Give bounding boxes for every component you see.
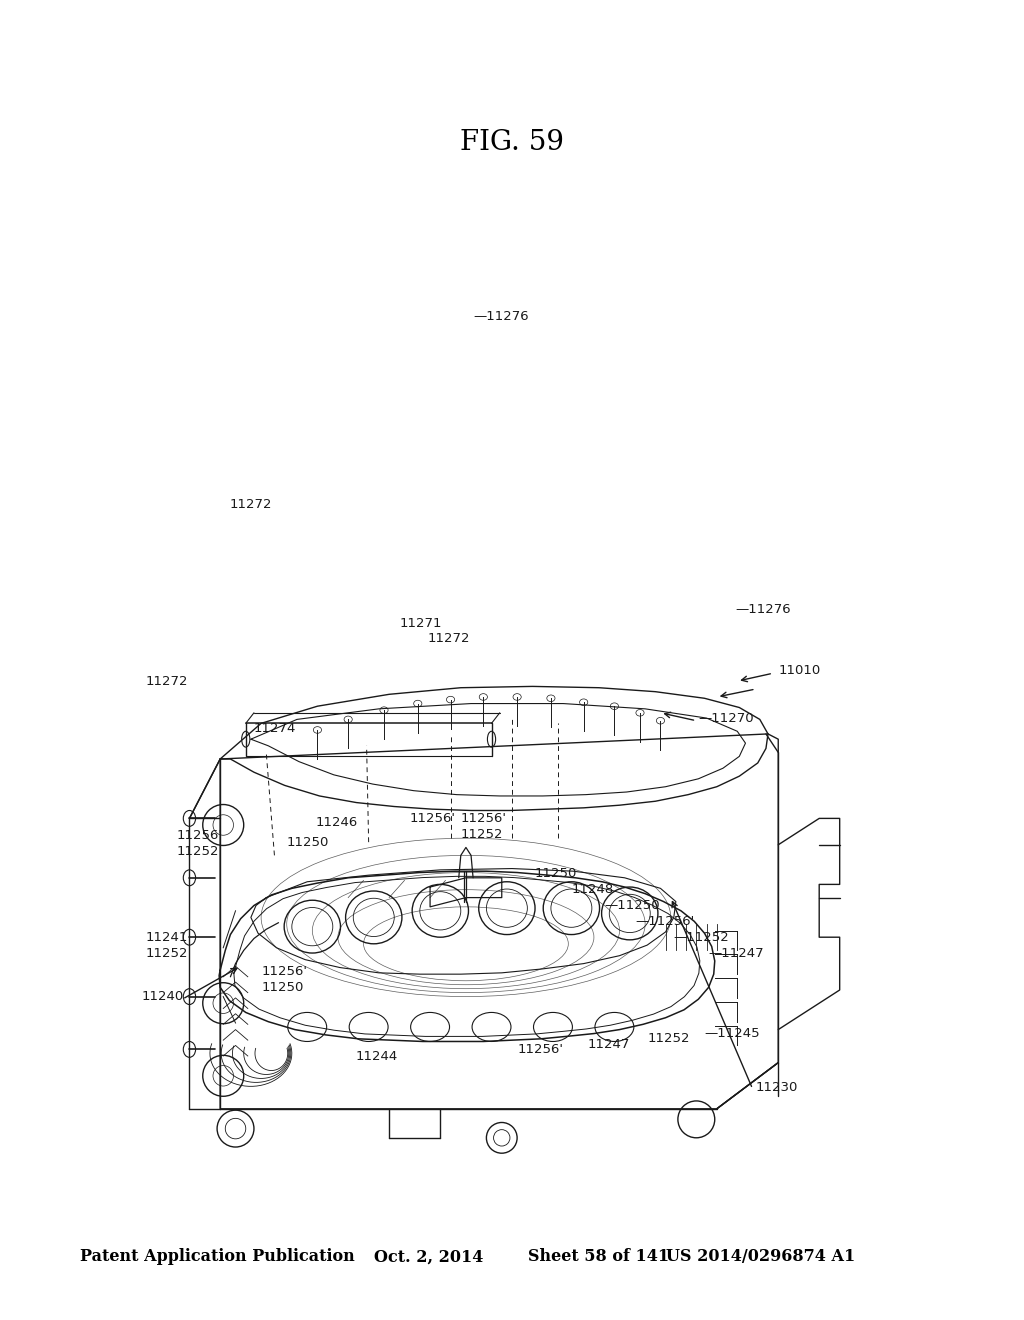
Text: US 2014/0296874 A1: US 2014/0296874 A1 [666, 1249, 855, 1265]
Ellipse shape [513, 694, 521, 700]
Text: —11256': —11256' [635, 915, 694, 928]
Text: 11256': 11256' [176, 829, 222, 842]
Text: 11244: 11244 [355, 1049, 398, 1063]
Text: 11256': 11256' [410, 812, 456, 825]
Text: 11256': 11256' [261, 965, 307, 978]
Text: Sheet 58 of 141: Sheet 58 of 141 [528, 1249, 670, 1265]
Text: 11250: 11250 [287, 836, 329, 849]
Text: —11247: —11247 [709, 946, 764, 960]
Text: 11272: 11272 [229, 498, 272, 511]
Text: —11245: —11245 [705, 1027, 760, 1040]
Text: 11256': 11256' [461, 812, 507, 825]
Text: 11252: 11252 [461, 828, 504, 841]
Text: 11240: 11240 [141, 990, 183, 1003]
Text: —11276: —11276 [473, 310, 528, 323]
Text: 11250: 11250 [261, 981, 303, 994]
Text: 11272: 11272 [145, 675, 188, 688]
Text: 11250: 11250 [535, 867, 577, 880]
Text: —11250: —11250 [604, 899, 659, 912]
Text: 11241: 11241 [145, 931, 187, 944]
Ellipse shape [479, 694, 487, 700]
Ellipse shape [656, 718, 665, 723]
Ellipse shape [313, 726, 322, 733]
Text: 11246: 11246 [315, 816, 357, 829]
Text: 11256': 11256' [517, 1043, 563, 1056]
Text: 11247: 11247 [588, 1038, 630, 1051]
Ellipse shape [547, 696, 555, 702]
Text: 11252: 11252 [145, 946, 188, 960]
Text: 11252: 11252 [176, 845, 219, 858]
Text: Patent Application Publication: Patent Application Publication [80, 1249, 354, 1265]
Ellipse shape [636, 710, 644, 715]
Text: FIG. 59: FIG. 59 [460, 129, 564, 156]
Text: 11274: 11274 [254, 722, 296, 735]
Ellipse shape [344, 715, 352, 722]
Text: 11272: 11272 [428, 632, 471, 645]
Ellipse shape [610, 704, 618, 710]
Text: 11271: 11271 [399, 616, 442, 630]
Text: 11252: 11252 [647, 1032, 690, 1045]
Ellipse shape [580, 700, 588, 705]
Text: —11276: —11276 [735, 603, 791, 616]
Text: 11010: 11010 [778, 664, 820, 677]
Ellipse shape [446, 697, 455, 704]
Text: 11230: 11230 [756, 1081, 798, 1094]
Ellipse shape [414, 701, 422, 708]
Ellipse shape [380, 708, 388, 713]
Text: 11248: 11248 [571, 883, 613, 896]
Text: Oct. 2, 2014: Oct. 2, 2014 [374, 1249, 483, 1265]
Text: —11252: —11252 [674, 931, 729, 944]
Text: —11270: —11270 [698, 711, 754, 725]
